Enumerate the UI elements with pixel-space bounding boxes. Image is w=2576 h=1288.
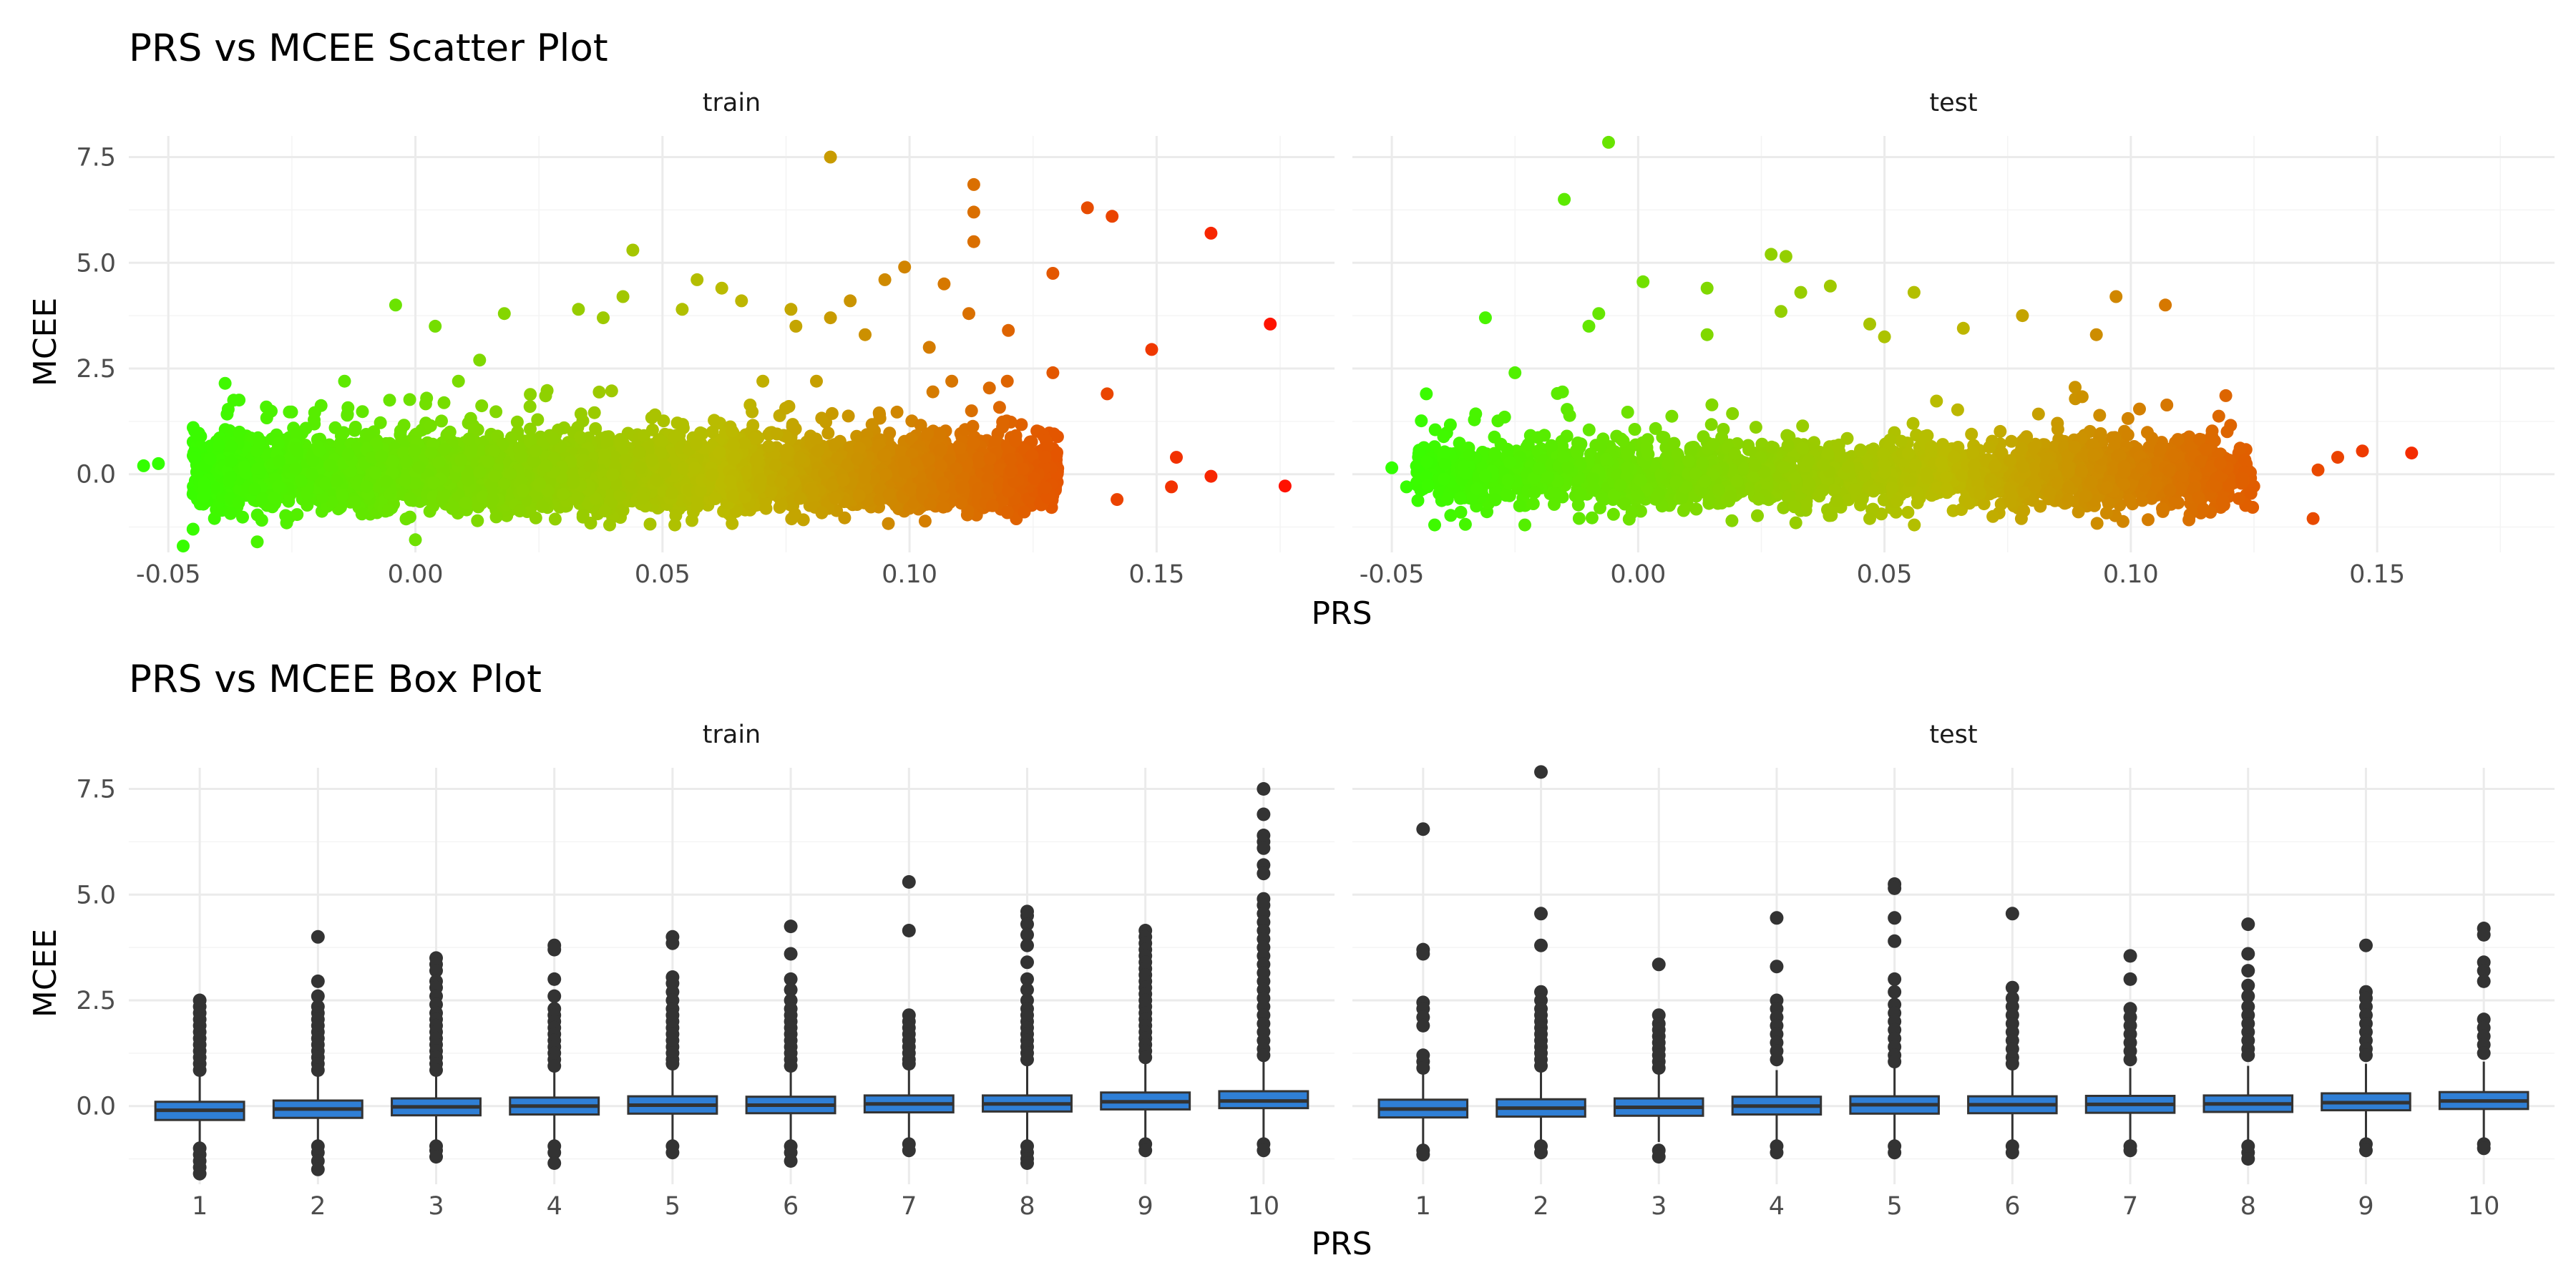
scatter-point — [424, 419, 437, 432]
scatter-point — [890, 405, 904, 419]
x-tick-label: -0.05 — [136, 560, 201, 589]
scatter-point — [452, 374, 465, 388]
scatter-point — [233, 425, 246, 439]
scatter-point — [587, 406, 601, 419]
boxplot-y-axis-label: MCEE — [27, 929, 64, 1018]
scatter-point — [789, 422, 802, 436]
scatter-point — [224, 507, 238, 520]
scatter-point — [419, 397, 432, 411]
x-tick-label: 0.00 — [388, 560, 444, 589]
scatter-point — [471, 514, 484, 527]
scatter-point — [356, 405, 369, 419]
scatter-point — [504, 431, 518, 444]
scatter-point — [383, 394, 396, 407]
scatter-point — [669, 509, 683, 522]
scatter-point — [827, 438, 841, 452]
scatter-point — [338, 374, 351, 388]
scatter-point — [603, 518, 616, 532]
scatter-point — [614, 436, 628, 449]
scatter-title: PRS vs MCEE Scatter Plot — [129, 26, 608, 70]
scatter-point — [648, 408, 662, 421]
scatter-point — [669, 429, 682, 442]
scatter-point — [815, 411, 829, 425]
scatter-point — [355, 507, 369, 521]
scatter-point — [592, 385, 606, 399]
scatter-point — [926, 385, 940, 399]
scatter-point — [982, 381, 996, 395]
scatter-point — [584, 517, 597, 530]
x-tick-label: 0.15 — [1128, 560, 1184, 589]
scatter-panel-train: train -0.05 0.00 0.05 0.10 0.15 0.0 2.5 5.0 7.5 — [76, 89, 1335, 589]
scatter-point — [437, 396, 451, 409]
y-tick-label: 5.0 — [76, 249, 116, 278]
scatter-point — [539, 389, 552, 403]
x-tick-label: 0.05 — [635, 560, 691, 589]
scatter-point — [283, 405, 296, 419]
scatter-point — [510, 415, 524, 429]
scatter-y-axis-label: MCEE — [27, 298, 64, 386]
plot-panels: train-0.05 0.00 0.05 0.10 0.150.02.55.07.5te… — [76, 89, 2555, 1221]
y-tick-label: 0.0 — [76, 461, 116, 489]
scatter-point — [643, 517, 657, 531]
scatter-point — [996, 415, 1010, 429]
scatter-point — [475, 399, 489, 413]
scatter-point — [403, 393, 416, 406]
scatter-point — [1015, 418, 1028, 431]
scatter-point — [1000, 374, 1014, 388]
scatter-point — [821, 426, 835, 440]
scatter-point — [825, 406, 839, 420]
scatter-point — [918, 514, 932, 528]
scatter-point — [605, 384, 618, 398]
scatter-point — [489, 405, 503, 419]
scatter-point — [576, 508, 590, 522]
scatter-point — [397, 419, 411, 432]
scatter-point — [759, 502, 773, 515]
boxplot-title: PRS vs MCEE Box Plot — [129, 658, 542, 701]
scatter-x-axis-label: PRS — [1311, 595, 1372, 632]
scatter-point — [904, 432, 918, 446]
scatter-point — [574, 407, 587, 421]
scatter-point — [474, 444, 488, 458]
scatter-point — [403, 510, 416, 524]
scatter-point — [706, 425, 719, 439]
scatter-point — [529, 511, 542, 525]
scatter-point — [523, 400, 537, 414]
scatter-point — [524, 422, 537, 436]
scatter-point — [363, 429, 376, 441]
scatter-point — [865, 418, 879, 431]
scatter-point — [729, 504, 743, 518]
scatter-point — [841, 409, 855, 423]
scatter-point — [531, 413, 545, 426]
scatter-point — [967, 436, 980, 450]
scatter-point — [291, 508, 304, 522]
scatter-point — [435, 414, 448, 428]
scatter-point — [1050, 449, 1063, 462]
scatter-point — [548, 512, 562, 526]
scatter-point — [301, 499, 314, 512]
scatter-point — [374, 416, 387, 429]
scatter-point — [838, 511, 852, 525]
y-tick-label: 7.5 — [76, 144, 116, 172]
scatter-point — [524, 388, 537, 401]
scatter-points — [137, 150, 1292, 553]
boxplot-x-axis-label: PRS — [1311, 1226, 1372, 1262]
scatter-point — [655, 434, 668, 448]
y-tick-label: 2.5 — [76, 355, 116, 384]
x-tick-label: 0.10 — [882, 560, 937, 589]
facet-strip-label: train — [703, 89, 761, 117]
scatter-point — [873, 408, 887, 421]
scatter-point — [589, 422, 602, 435]
scatter-point — [260, 400, 273, 414]
scatter-point — [882, 517, 895, 530]
